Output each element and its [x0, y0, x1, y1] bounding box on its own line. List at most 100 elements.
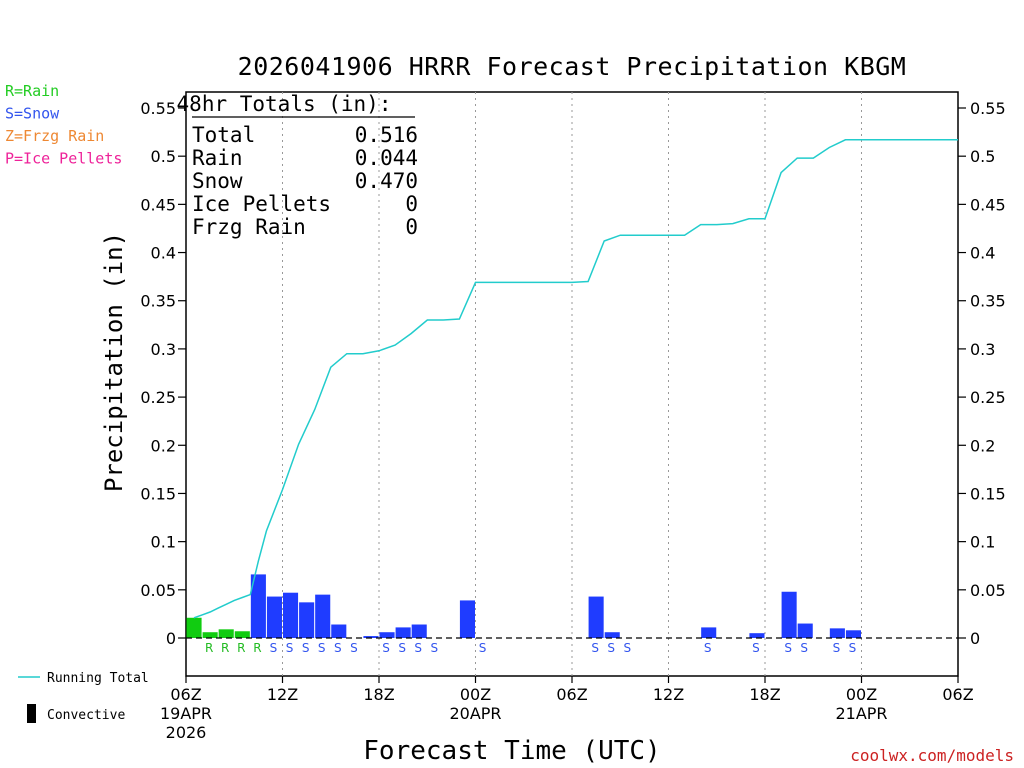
y-tick-label-left: 0.45	[140, 195, 176, 214]
x-axis-label: Forecast Time (UTC)	[363, 736, 660, 766]
precip-type-legend-item: P=Ice Pellets	[5, 150, 122, 168]
totals-row-value: 0	[405, 192, 418, 216]
type-letter: S	[623, 641, 631, 655]
y-tick-label-right: 0.45	[970, 195, 1006, 214]
y-tick-label-left: 0.2	[151, 436, 176, 455]
type-letter: R	[205, 641, 213, 655]
type-letter: S	[479, 641, 487, 655]
type-letter: S	[430, 641, 438, 655]
x-tick-year: 2026	[166, 723, 207, 742]
y-axis-left: 0 0.05 0.1 0.15 0.2 0.25 0.3 0.35 0.4 0.45 0.5 0.55	[140, 99, 186, 648]
y-axis-right: 0 0.05 0.1 0.15 0.2 0.25 0.3 0.35 0.4 0.45 0.5 0.55	[958, 99, 1006, 648]
type-letter: S	[318, 641, 326, 655]
y-tick-label-left: 0.05	[140, 581, 176, 600]
totals-row-label: Rain	[192, 146, 243, 170]
y-tick-label-right: 0.2	[970, 436, 995, 455]
type-letter: S	[800, 641, 808, 655]
y-tick-label-left: 0.5	[151, 147, 176, 166]
y-tick-label-right: 0.5	[970, 147, 995, 166]
totals-row-label: Frzg Rain	[192, 215, 306, 239]
type-letter: S	[270, 641, 278, 655]
precip-bar-h12	[363, 636, 379, 638]
type-letter: S	[849, 641, 857, 655]
x-tick-label: 00Z	[460, 685, 491, 704]
y-tick-label-right: 0.35	[970, 292, 1006, 311]
precip-type-legend-item: S=Snow	[5, 105, 60, 123]
y-tick-label-left: 0.25	[140, 388, 176, 407]
y-tick-label-right: 0.3	[970, 340, 995, 359]
precip-bar-h2	[202, 632, 218, 638]
type-letter: S	[382, 641, 390, 655]
type-letter: S	[334, 641, 342, 655]
precip-bar-h15	[411, 624, 427, 638]
precip-bar-h14	[395, 627, 411, 638]
precip-bar-h38	[781, 591, 797, 638]
x-tick-label: 06Z	[170, 685, 201, 704]
type-letter: S	[302, 641, 310, 655]
precip-bar-h1	[186, 617, 202, 638]
convective-legend-label: Convective	[47, 708, 125, 723]
precip-bar-h5	[250, 574, 266, 638]
precip-bar-h27	[604, 632, 620, 638]
precip-bar-h42	[845, 630, 861, 638]
type-letter: S	[398, 641, 406, 655]
y-tick-label-right: 0	[970, 629, 980, 648]
x-tick-date: 20APR	[449, 704, 501, 723]
x-tick-date: 21APR	[835, 704, 887, 723]
type-letter: S	[704, 641, 712, 655]
totals-row-value: 0.516	[355, 123, 418, 147]
type-letter: S	[752, 641, 760, 655]
chart-title: 2026041906 HRRR Forecast Precipitation K…	[238, 52, 907, 81]
y-axis-label: Precipitation (in)	[100, 232, 128, 492]
precip-bar-h4	[234, 631, 250, 638]
x-tick-label: 12Z	[267, 685, 298, 704]
y-tick-label-left: 0.1	[151, 533, 176, 552]
x-tick-label: 06Z	[556, 685, 587, 704]
precip-bar-h9	[315, 594, 331, 638]
y-tick-label-right: 0.15	[970, 484, 1006, 503]
y-tick-label-left: 0.15	[140, 484, 176, 503]
precip-type-legend-item: R=Rain	[5, 82, 59, 100]
precip-type-legend-item: Z=Frzg Rain	[5, 127, 104, 145]
y-tick-label-right: 0.05	[970, 581, 1006, 600]
hourly-precip-bars	[186, 574, 861, 638]
precip-bar-h8	[299, 602, 315, 638]
totals-row-value: 0.470	[355, 169, 418, 193]
precip-type-legend: R=Rain S=Snow Z=Frzg Rain P=Ice Pellets	[5, 82, 122, 168]
totals-row-label: Snow	[192, 169, 243, 193]
precip-bar-h6	[266, 596, 282, 638]
plot-frame	[185, 91, 959, 677]
series-legend: Running Total Convective	[18, 671, 149, 723]
precip-bar-h39	[797, 623, 813, 638]
totals-row-label: Ice Pellets	[192, 192, 331, 216]
totals-row-label: Total	[192, 123, 255, 147]
precip-bar-h36	[749, 633, 765, 638]
y-tick-label-left: 0.3	[151, 340, 176, 359]
type-letter: S	[286, 641, 294, 655]
precip-bar-h3	[218, 629, 234, 638]
running-total-line	[193, 139, 958, 619]
running-total-legend-label: Running Total	[47, 671, 149, 686]
y-tick-label-right: 0.1	[970, 533, 995, 552]
type-letter: S	[591, 641, 599, 655]
y-tick-label-right: 0.25	[970, 388, 1006, 407]
type-letter: S	[607, 641, 615, 655]
totals-row-value: 0	[405, 215, 418, 239]
precip-bar-h13	[379, 632, 395, 638]
totals-row-value: 0.044	[355, 146, 418, 170]
type-letter: S	[784, 641, 792, 655]
vertical-gridlines	[282, 92, 862, 676]
convective-legend-swatch	[27, 704, 36, 723]
x-tick-label: 06Z	[942, 685, 973, 704]
totals-header: 48hr Totals (in):	[177, 92, 392, 116]
type-letter: R	[221, 641, 229, 655]
y-tick-label-right: 0.4	[970, 244, 995, 263]
precip-bar-h26	[588, 596, 604, 638]
x-tick-label: 12Z	[653, 685, 684, 704]
y-tick-label-left: 0	[166, 629, 176, 648]
precip-bar-h33	[701, 627, 717, 638]
totals-box: 48hr Totals (in): Total 0.516 Rain 0.044 Sno…	[177, 92, 418, 239]
